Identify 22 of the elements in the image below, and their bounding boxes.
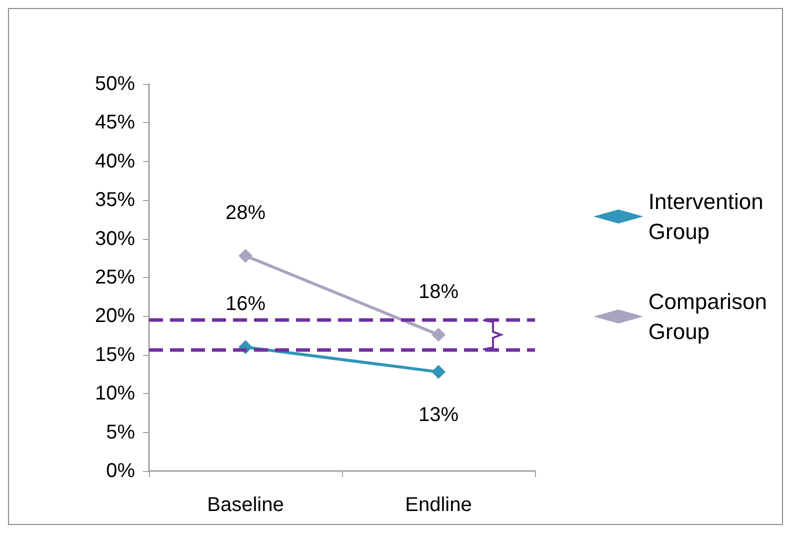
y-tick-label: 50% — [94, 73, 136, 95]
data-label: 13% — [418, 404, 459, 426]
y-tick-label: 45% — [94, 112, 136, 134]
y-tick-label: 20% — [94, 305, 136, 328]
legend-label: Intervention Group — [648, 189, 764, 244]
y-tick-label: 5% — [106, 421, 136, 444]
y-tick-label: 25% — [94, 266, 136, 288]
x-tick-label: Endline — [405, 494, 472, 516]
point — [432, 364, 446, 379]
y-tick-label: 10% — [94, 382, 136, 405]
y-tick-label: 15% — [94, 344, 136, 366]
data-label: 28% — [225, 202, 266, 224]
y-tick-label: 0% — [106, 460, 136, 482]
point — [238, 248, 252, 263]
data-label: 16% — [225, 293, 266, 316]
y-tick-label: 30% — [94, 228, 136, 250]
legend-label: Comparison Group — [648, 289, 768, 344]
x-tick-label: Baseline — [207, 494, 284, 516]
data-label: 18% — [418, 280, 459, 303]
y-tick-label: 40% — [94, 150, 136, 172]
point — [432, 328, 446, 342]
y-tick-label: 35% — [94, 189, 136, 212]
